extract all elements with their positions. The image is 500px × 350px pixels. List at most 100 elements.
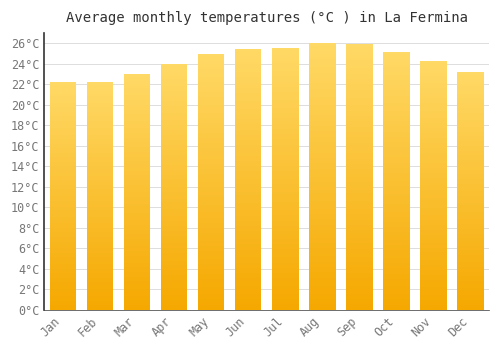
Bar xyxy=(420,180,446,183)
Bar xyxy=(457,191,483,193)
Bar xyxy=(50,258,76,260)
Bar xyxy=(235,190,262,192)
Bar xyxy=(161,236,188,238)
Bar xyxy=(383,114,409,116)
Bar xyxy=(198,131,224,133)
Bar xyxy=(383,287,409,289)
Bar xyxy=(198,212,224,215)
Bar xyxy=(383,52,409,54)
Bar xyxy=(346,87,372,90)
Bar xyxy=(50,178,76,180)
Bar xyxy=(50,223,76,226)
Bar xyxy=(235,302,262,304)
Bar xyxy=(124,140,150,142)
Bar xyxy=(235,108,262,111)
Bar xyxy=(309,60,336,62)
Bar xyxy=(86,203,114,205)
Bar xyxy=(198,300,224,302)
Bar xyxy=(309,190,336,192)
Bar xyxy=(86,285,114,287)
Bar xyxy=(346,212,372,214)
Bar xyxy=(198,236,224,238)
Bar xyxy=(198,276,224,279)
Bar xyxy=(86,228,114,230)
Bar xyxy=(235,156,262,158)
Bar xyxy=(198,238,224,240)
Bar xyxy=(86,258,114,260)
Bar xyxy=(272,218,298,220)
Bar xyxy=(235,208,262,210)
Bar xyxy=(346,132,372,135)
Bar xyxy=(457,117,483,120)
Bar xyxy=(86,89,114,91)
Bar xyxy=(383,88,409,90)
Bar xyxy=(457,132,483,134)
Bar xyxy=(457,165,483,167)
Bar xyxy=(86,178,114,180)
Bar xyxy=(272,55,298,58)
Bar xyxy=(124,197,150,199)
Bar xyxy=(272,187,298,189)
Bar xyxy=(235,64,262,67)
Bar xyxy=(420,265,446,267)
Bar xyxy=(272,294,298,296)
Bar xyxy=(309,46,336,49)
Bar xyxy=(383,284,409,287)
Bar xyxy=(457,86,483,89)
Bar xyxy=(86,298,114,301)
Bar xyxy=(124,211,150,213)
Bar xyxy=(198,138,224,141)
Bar xyxy=(235,213,262,216)
Bar xyxy=(235,242,262,244)
Bar xyxy=(161,221,188,224)
Bar xyxy=(235,205,262,208)
Bar xyxy=(420,275,446,277)
Bar xyxy=(124,281,150,284)
Bar xyxy=(198,120,224,123)
Bar xyxy=(235,77,262,80)
Bar xyxy=(235,297,262,299)
Bar xyxy=(309,262,336,265)
Bar xyxy=(420,267,446,270)
Bar xyxy=(346,47,372,50)
Bar xyxy=(346,254,372,257)
Bar xyxy=(457,93,483,96)
Bar xyxy=(420,170,446,173)
Bar xyxy=(420,270,446,272)
Bar xyxy=(235,234,262,237)
Bar xyxy=(124,81,150,84)
Bar xyxy=(86,248,114,251)
Bar xyxy=(235,187,262,190)
Bar xyxy=(86,153,114,155)
Bar xyxy=(309,286,336,288)
Bar xyxy=(420,118,446,121)
Bar xyxy=(86,294,114,296)
Bar xyxy=(161,130,188,133)
Bar xyxy=(309,209,336,211)
Bar xyxy=(346,66,372,68)
Bar xyxy=(457,77,483,79)
Bar xyxy=(86,198,114,201)
Bar xyxy=(457,201,483,203)
Bar xyxy=(457,196,483,198)
Bar xyxy=(198,156,224,159)
Bar xyxy=(124,199,150,201)
Bar xyxy=(198,154,224,156)
Bar xyxy=(86,255,114,258)
Bar xyxy=(50,212,76,214)
Bar xyxy=(235,292,262,294)
Bar xyxy=(198,74,224,77)
Bar xyxy=(272,132,298,134)
Bar xyxy=(457,115,483,117)
Bar xyxy=(50,167,76,169)
Bar xyxy=(309,257,336,259)
Bar xyxy=(198,279,224,281)
Bar xyxy=(383,268,409,271)
Bar xyxy=(161,98,188,101)
Bar xyxy=(309,203,336,206)
Bar xyxy=(420,277,446,280)
Bar xyxy=(235,88,262,90)
Bar xyxy=(198,266,224,269)
Bar xyxy=(161,302,188,305)
Bar xyxy=(457,303,483,305)
